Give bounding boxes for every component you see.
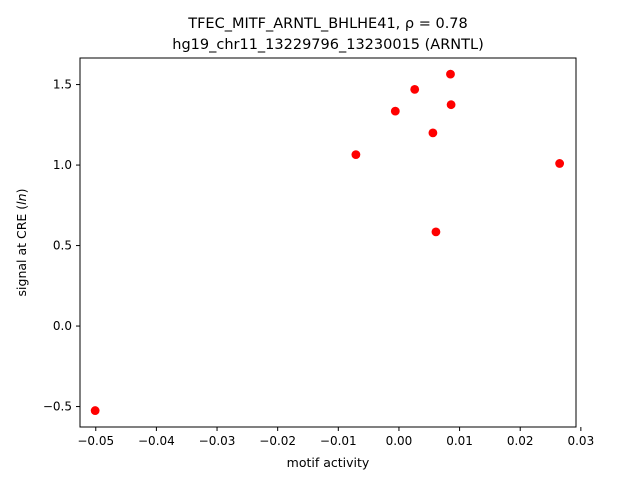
x-tick-label: 0.01 — [446, 434, 473, 448]
y-tick-label: 1.5 — [53, 78, 72, 92]
data-point — [446, 69, 455, 79]
data-point — [410, 84, 420, 94]
data-point — [351, 150, 361, 159]
x-tick-label: −0.05 — [77, 434, 114, 448]
y-tick-label: −0.5 — [43, 400, 72, 414]
y-tick-label: 0.5 — [53, 239, 72, 253]
y-tick-label: 0.0 — [53, 319, 72, 333]
data-point — [390, 106, 400, 116]
x-tick-label: 0.02 — [507, 434, 534, 448]
title-line-1: TFEC_MITF_ARNTL_BHLHE41, ρ = 0.78 — [187, 16, 468, 32]
scatter-points — [90, 69, 565, 415]
x-tick-label: −0.04 — [138, 434, 175, 448]
y-tick-label: 1.0 — [53, 158, 72, 172]
chart-title: TFEC_MITF_ARNTL_BHLHE41, ρ = 0.78 hg19_c… — [172, 16, 483, 53]
x-tick-label: −0.01 — [320, 434, 357, 448]
x-tick-label: 0.00 — [386, 434, 413, 448]
data-point — [555, 159, 565, 168]
x-axis-label: motif activity — [287, 455, 370, 470]
data-point — [428, 128, 438, 138]
plot-frame — [79, 57, 577, 428]
y-axis: −0.5 0.0 0.5 1.0 1.5 — [43, 78, 80, 414]
data-point — [431, 227, 441, 237]
data-point — [446, 100, 456, 110]
x-tick-label: −0.03 — [199, 434, 236, 448]
title-line-2: hg19_chr11_13229796_13230015 (ARNTL) — [172, 37, 483, 53]
x-tick-label: −0.02 — [259, 434, 296, 448]
data-point — [90, 406, 100, 415]
x-tick-label: 0.03 — [567, 434, 594, 448]
y-axis-label: signal at CRE (ln) — [14, 189, 29, 297]
x-axis: −0.05 −0.04 −0.03 −0.02 −0.01 0.00 0.01 0.02 0.0… — [77, 427, 594, 448]
